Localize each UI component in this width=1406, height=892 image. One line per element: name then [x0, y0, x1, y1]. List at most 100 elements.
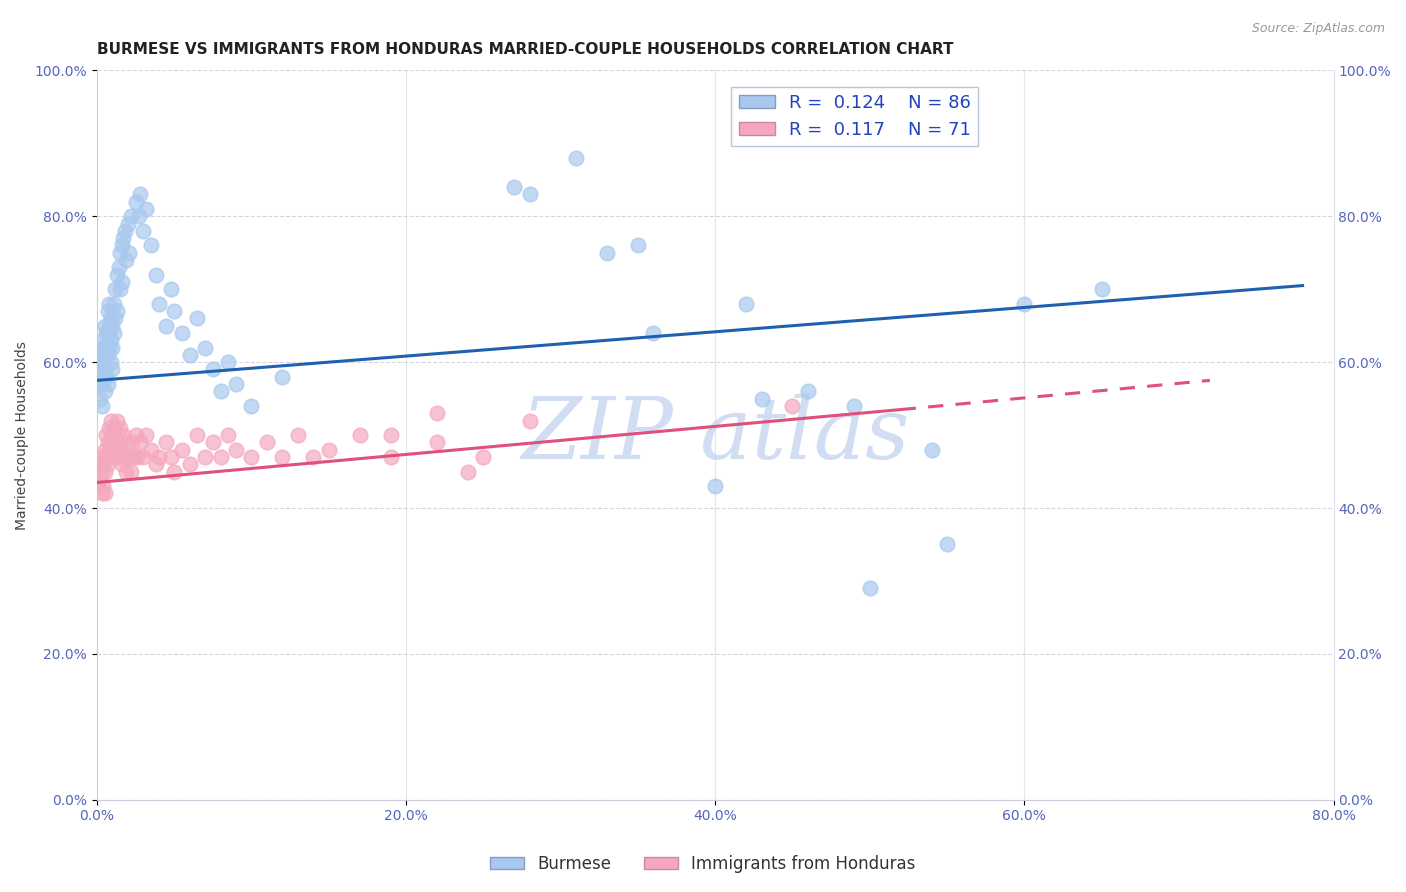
- Text: Source: ZipAtlas.com: Source: ZipAtlas.com: [1251, 22, 1385, 36]
- Point: [97, 377, 120, 392]
- Point: [103, 421, 125, 435]
- Point: [98, 297, 121, 311]
- Point: [90, 465, 112, 479]
- Point: [101, 428, 124, 442]
- Point: [121, 435, 143, 450]
- Point: [104, 442, 127, 457]
- Point: [201, 362, 224, 376]
- Point: [194, 341, 217, 355]
- Point: [217, 428, 239, 442]
- Point: [271, 369, 294, 384]
- Point: [87, 362, 110, 376]
- Point: [120, 465, 142, 479]
- Point: [89, 472, 111, 486]
- Point: [91, 457, 114, 471]
- Point: [349, 428, 371, 442]
- Point: [194, 450, 217, 464]
- Point: [93, 318, 115, 333]
- Point: [118, 450, 141, 464]
- Point: [93, 362, 115, 376]
- Point: [115, 253, 138, 268]
- Point: [145, 268, 167, 282]
- Point: [105, 413, 128, 427]
- Point: [135, 428, 157, 442]
- Point: [225, 442, 247, 457]
- Point: [101, 362, 124, 376]
- Point: [240, 399, 263, 413]
- Point: [124, 428, 146, 442]
- Point: [114, 224, 136, 238]
- Point: [209, 450, 232, 464]
- Point: [93, 341, 115, 355]
- Point: [103, 326, 125, 340]
- Point: [139, 442, 162, 457]
- Point: [93, 384, 115, 399]
- Point: [163, 304, 186, 318]
- Point: [112, 231, 135, 245]
- Point: [91, 348, 114, 362]
- Point: [96, 326, 118, 340]
- Point: [101, 318, 124, 333]
- Point: [148, 297, 170, 311]
- Text: BURMESE VS IMMIGRANTS FROM HONDURAS MARRIED-COUPLE HOUSEHOLDS CORRELATION CHART: BURMESE VS IMMIGRANTS FROM HONDURAS MARR…: [97, 42, 953, 57]
- Point: [100, 311, 122, 326]
- Point: [87, 479, 110, 493]
- Point: [111, 238, 134, 252]
- Point: [89, 392, 111, 406]
- Point: [89, 450, 111, 464]
- Point: [426, 435, 449, 450]
- Point: [101, 450, 124, 464]
- Point: [1091, 282, 1114, 296]
- Point: [100, 333, 122, 347]
- Legend: Burmese, Immigrants from Honduras: Burmese, Immigrants from Honduras: [484, 848, 922, 880]
- Point: [782, 399, 804, 413]
- Point: [426, 406, 449, 420]
- Point: [704, 479, 727, 493]
- Point: [132, 224, 155, 238]
- Point: [129, 187, 152, 202]
- Point: [101, 341, 124, 355]
- Point: [118, 245, 141, 260]
- Point: [225, 377, 247, 392]
- Point: [87, 457, 110, 471]
- Point: [98, 341, 121, 355]
- Point: [100, 355, 122, 369]
- Point: [97, 435, 120, 450]
- Point: [519, 413, 541, 427]
- Point: [100, 435, 122, 450]
- Point: [97, 304, 120, 318]
- Point: [155, 435, 177, 450]
- Point: [127, 450, 149, 464]
- Point: [186, 311, 208, 326]
- Point: [100, 413, 122, 427]
- Point: [105, 268, 128, 282]
- Point: [271, 450, 294, 464]
- Point: [797, 384, 820, 399]
- Point: [735, 297, 758, 311]
- Point: [380, 450, 402, 464]
- Point: [96, 450, 118, 464]
- Point: [627, 238, 650, 252]
- Point: [115, 465, 138, 479]
- Point: [89, 348, 111, 362]
- Y-axis label: Married-couple Households: Married-couple Households: [15, 341, 30, 530]
- Point: [104, 311, 127, 326]
- Point: [519, 187, 541, 202]
- Point: [91, 479, 114, 493]
- Point: [122, 450, 145, 464]
- Point: [97, 348, 120, 362]
- Point: [160, 282, 183, 296]
- Point: [643, 326, 665, 340]
- Point: [163, 465, 186, 479]
- Point: [936, 537, 959, 551]
- Point: [108, 442, 131, 457]
- Point: [97, 326, 120, 340]
- Point: [318, 442, 340, 457]
- Point: [596, 245, 619, 260]
- Point: [186, 428, 208, 442]
- Point: [98, 421, 121, 435]
- Point: [160, 450, 183, 464]
- Point: [98, 442, 121, 457]
- Point: [179, 348, 201, 362]
- Point: [170, 442, 193, 457]
